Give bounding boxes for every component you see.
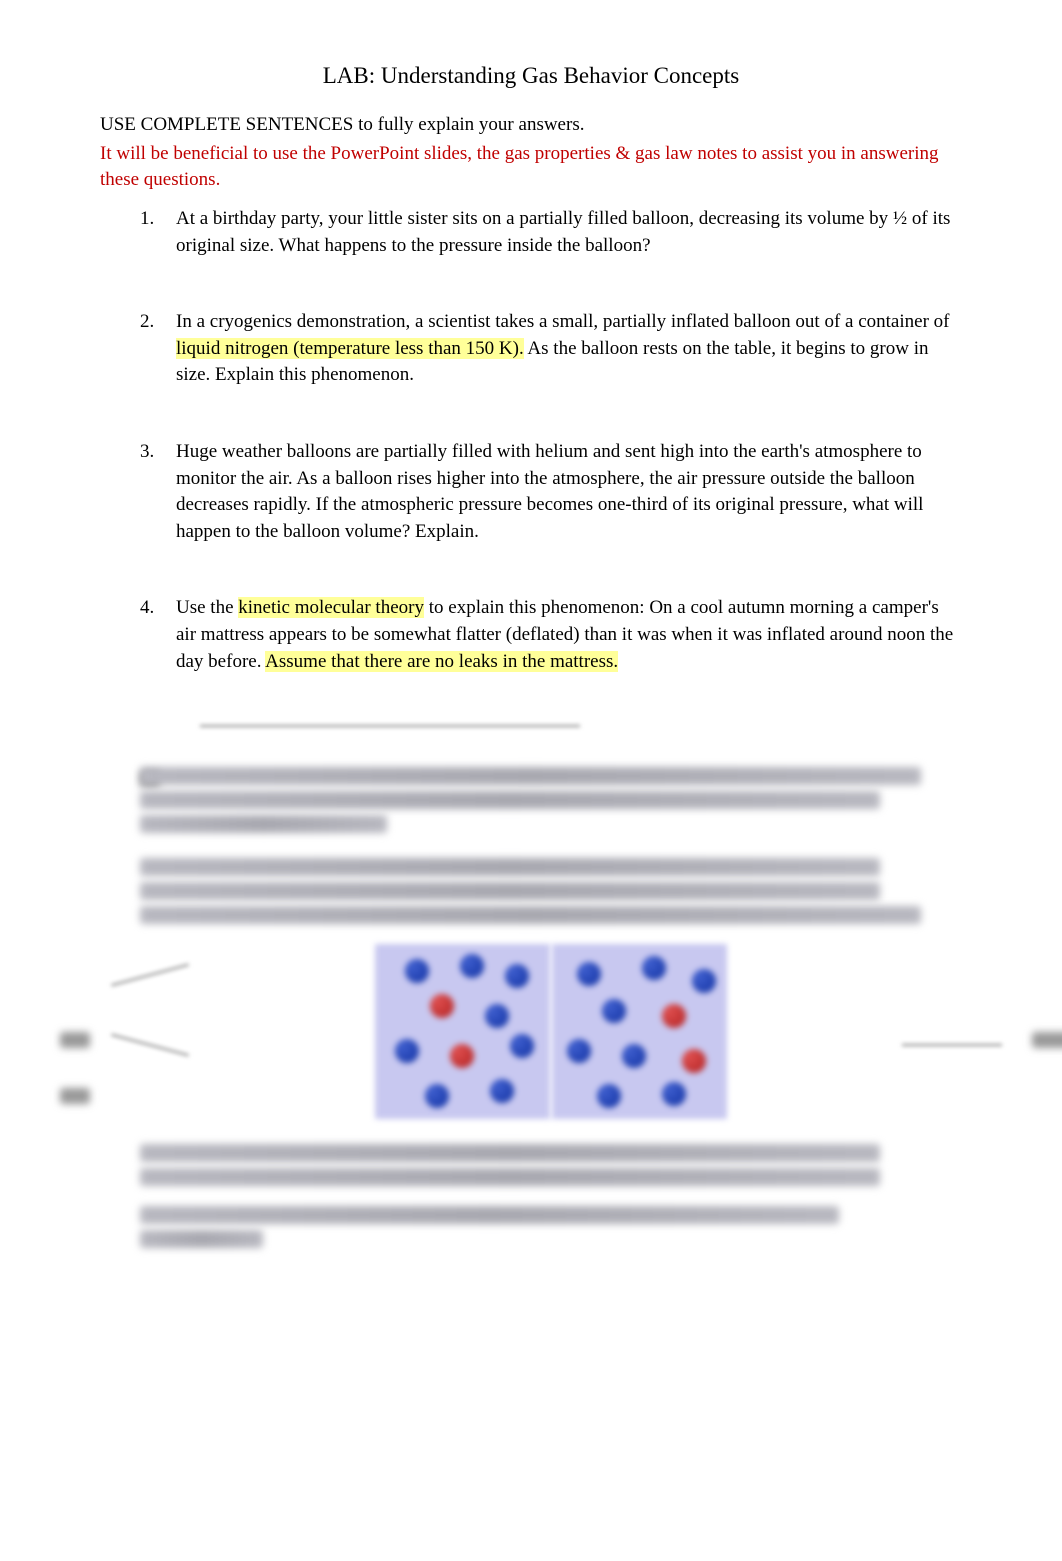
- blue-particle: [505, 964, 529, 988]
- blue-particle: [425, 1084, 449, 1108]
- blur-line: [140, 1144, 880, 1162]
- blue-particle: [662, 1082, 686, 1106]
- label-h2o: [1032, 1032, 1062, 1048]
- diagram-box-right: [552, 944, 727, 1119]
- question-text: Use the kinetic molecular theory to expl…: [176, 595, 962, 675]
- q2-highlight: liquid nitrogen (temperature less than 1…: [176, 338, 524, 359]
- q4-before: Use the: [176, 597, 238, 618]
- blue-particle: [577, 962, 601, 986]
- question-text: Huge weather balloons are partially fill…: [176, 439, 962, 545]
- blue-particle: [510, 1034, 534, 1058]
- blur-line: [140, 906, 921, 924]
- blue-particle: [692, 969, 716, 993]
- blur-line: [140, 791, 880, 809]
- blurred-content: [100, 725, 962, 1248]
- blue-particle: [490, 1079, 514, 1103]
- blue-particle: [597, 1084, 621, 1108]
- blue-particle: [485, 1004, 509, 1028]
- blue-particle: [405, 959, 429, 983]
- question-1: 1. At a birthday party, your little sist…: [140, 206, 962, 259]
- arrow-icon: [902, 1044, 1002, 1046]
- question-2: 2. In a cryogenics demonstration, a scie…: [140, 309, 962, 389]
- question-4: 4. Use the kinetic molecular theory to e…: [140, 595, 962, 675]
- q4-highlight1: kinetic molecular theory: [238, 597, 424, 618]
- red-particle: [662, 1004, 686, 1028]
- question-list: 1. At a birthday party, your little sist…: [100, 206, 962, 675]
- red-particle: [430, 994, 454, 1018]
- blur-line: [140, 1206, 839, 1224]
- blur-line: [140, 767, 921, 785]
- red-note: It will be beneficial to use the PowerPo…: [100, 141, 962, 194]
- blue-particle: [460, 954, 484, 978]
- blur-paragraph-4: [140, 1206, 962, 1248]
- question-text: In a cryogenics demonstration, a scienti…: [176, 309, 962, 389]
- blur-line: [140, 1230, 263, 1248]
- question-3: 3. Huge weather balloons are partially f…: [140, 439, 962, 545]
- question-number: 1.: [140, 206, 176, 259]
- label-o2: [60, 1088, 90, 1104]
- question-number: 2.: [140, 309, 176, 389]
- q4-highlight2: Assume that there are no leaks in the ma…: [265, 651, 618, 672]
- blur-paragraph-3: [140, 1144, 962, 1186]
- blur-line: [140, 815, 387, 833]
- blur-paragraph-2: [140, 858, 962, 924]
- question-number: 4.: [140, 595, 176, 675]
- arrow-icon: [111, 964, 189, 987]
- question-number: 3.: [140, 439, 176, 545]
- blue-particle: [622, 1044, 646, 1068]
- question-text: At a birthday party, your little sister …: [176, 206, 962, 259]
- label-n2: [60, 1032, 90, 1048]
- blur-line: [140, 1168, 880, 1186]
- blue-particle: [602, 999, 626, 1023]
- q2-before: In a cryogenics demonstration, a scienti…: [176, 311, 949, 332]
- blur-divider: [200, 725, 580, 727]
- particle-diagram: [140, 944, 962, 1119]
- blur-line: [140, 882, 880, 900]
- blur-paragraph-1: [140, 767, 962, 833]
- instruction-text: USE COMPLETE SENTENCES to fully explain …: [100, 112, 962, 139]
- blue-particle: [567, 1039, 591, 1063]
- red-particle: [450, 1044, 474, 1068]
- diagram-box-left: [375, 944, 550, 1119]
- arrow-icon: [111, 1034, 189, 1057]
- blur-line: [140, 858, 880, 876]
- diagram-left-labels: [60, 1032, 90, 1144]
- blue-particle: [395, 1039, 419, 1063]
- lab-title: LAB: Understanding Gas Behavior Concepts: [100, 60, 962, 92]
- blue-particle: [642, 956, 666, 980]
- red-particle: [682, 1049, 706, 1073]
